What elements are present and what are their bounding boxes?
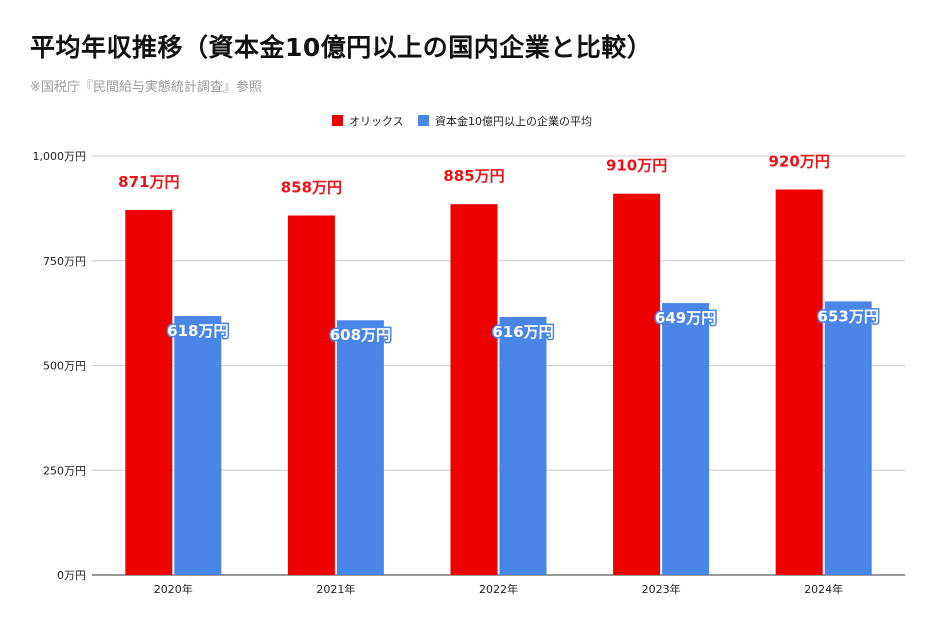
bar-orix (125, 210, 173, 575)
data-label-average: 608万円 (330, 326, 391, 344)
legend-label-orix: オリックス (349, 115, 404, 128)
x-tick-label: 2021年 (316, 582, 355, 596)
bar-average (174, 316, 222, 575)
bar-orix (775, 189, 823, 575)
data-label-average: 649万円 (655, 309, 716, 327)
data-label-orix: 920万円 (769, 153, 830, 171)
legend: オリックス 資本金10億円以上の企業の平均 (332, 114, 592, 128)
y-axis: 0万円 250万円 500万円 750万円 1,000万円 (33, 150, 87, 582)
x-tick-label: 2024年 (804, 582, 843, 596)
x-tick-label: 2023年 (642, 582, 681, 596)
y-tick-label: 750万円 (43, 255, 86, 268)
chart-subtitle: ※国税庁『民間給与実態統計調査』参照 (30, 80, 262, 95)
data-label-orix: 858万円 (281, 178, 342, 196)
y-tick-label: 500万円 (43, 360, 86, 373)
y-tick-label: 1,000万円 (33, 150, 87, 163)
data-label-orix: 885万円 (443, 167, 504, 185)
y-tick-label: 0万円 (57, 569, 86, 582)
x-tick-label: 2022年 (479, 582, 518, 596)
legend-swatch-average (418, 115, 429, 126)
chart-title: 平均年収推移（資本金10億円以上の国内企業と比較） (30, 33, 653, 62)
bar-average (499, 316, 547, 575)
data-label-orix: 910万円 (606, 157, 667, 175)
data-label-average: 618万円 (167, 322, 228, 340)
bar-average (662, 303, 710, 575)
data-label-average: 616万円 (492, 323, 553, 341)
bar-orix (287, 215, 335, 576)
legend-swatch-orix (332, 115, 343, 126)
bar-average (824, 301, 872, 575)
bar-average (336, 320, 384, 575)
data-label-average: 653万円 (818, 307, 879, 325)
bars (125, 189, 872, 576)
x-tick-label: 2020年 (154, 582, 193, 596)
legend-label-average: 資本金10億円以上の企業の平均 (435, 114, 592, 128)
x-axis: 2020年 2021年 2022年 2023年 2024年 (154, 582, 843, 596)
bar-orix (613, 193, 661, 575)
data-labels: 871万円 618万円 858万円 608万円 885万円 616万円 910万円 649万円… (118, 153, 880, 346)
y-tick-label: 250万円 (43, 464, 86, 477)
grid-lines (92, 155, 905, 576)
data-label-orix: 871万円 (118, 173, 179, 191)
bar-orix (450, 204, 498, 575)
